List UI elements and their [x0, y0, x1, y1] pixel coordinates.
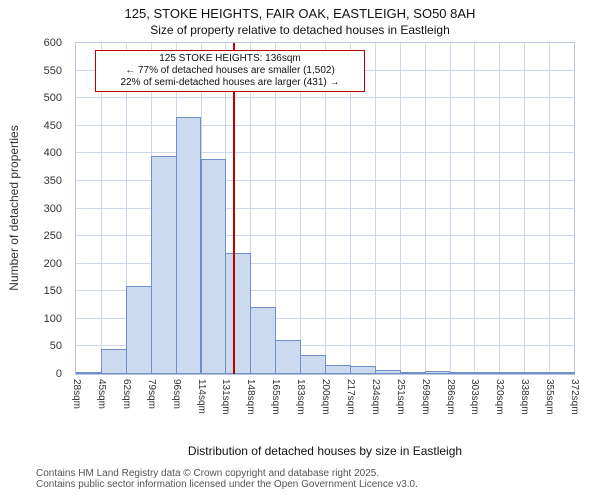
gridline-vertical — [349, 43, 351, 374]
y-tick-label: 450 — [43, 119, 62, 132]
histogram-bar — [200, 158, 227, 374]
histogram-bar — [499, 372, 526, 374]
gridline-vertical — [250, 43, 252, 374]
histogram-bar — [100, 349, 127, 374]
histogram-bar — [399, 371, 426, 374]
histogram-bar — [549, 372, 575, 374]
chart-subtitle: Size of property relative to detached ho… — [150, 23, 450, 37]
gridline-vertical — [399, 43, 401, 374]
gridline-vertical — [424, 43, 426, 374]
y-tick-label: 550 — [43, 64, 62, 77]
gridline-vertical — [325, 43, 326, 374]
y-tick-label: 600 — [43, 37, 62, 49]
gridline-vertical — [300, 43, 302, 374]
y-tick-label: 350 — [43, 174, 62, 187]
y-tick-label: 100 — [43, 312, 62, 325]
x-axis-ticks: 28sqm 45sqm 62sqm 79sqm 96sqm 114sqm 131sqm 148… — [71, 379, 580, 415]
histogram-bar — [250, 306, 277, 374]
footer-line1: Contains HM Land Registry data © Crown c… — [36, 468, 380, 479]
annotation-smaller-text: ← 77% of detached houses are smaller (1,… — [125, 65, 335, 76]
histogram-bar — [325, 365, 351, 374]
y-tick-label: 0 — [55, 368, 62, 380]
histogram-bar — [374, 370, 401, 374]
marker-line — [232, 43, 235, 374]
y-tick-label: 50 — [49, 340, 62, 353]
y-tick-label: 200 — [43, 257, 62, 270]
gridline-vertical — [100, 43, 102, 374]
y-tick-label: 250 — [43, 230, 62, 243]
histogram-bar — [175, 117, 202, 374]
y-tick-label: 400 — [43, 147, 62, 160]
footer-line2: Contains public sector information licen… — [36, 479, 418, 490]
histogram-bar — [474, 372, 501, 374]
histogram-bar — [524, 372, 551, 374]
footer: Contains HM Land Registry data © Crown c… — [36, 468, 418, 490]
y-tick-label: 150 — [43, 285, 62, 298]
y-axis-ticks: 0 50 100 150 200 250 300 350 400 450 500 550 600 — [0, 37, 68, 380]
annotation-title: 125 STOKE HEIGHTS: 136sqm — [159, 53, 301, 64]
histogram-bar — [349, 365, 376, 374]
gridline-vertical — [125, 43, 127, 374]
histogram-bar — [76, 372, 102, 374]
gridline-vertical — [474, 43, 476, 374]
histogram-bar — [449, 372, 476, 374]
y-tick-label: 500 — [43, 92, 62, 105]
plot-area: 125 STOKE HEIGHTS: 136sqm ← 77% of detac… — [75, 42, 575, 375]
x-axis-label: Distribution of detached houses by size … — [187, 444, 463, 458]
histogram-bar — [150, 156, 177, 374]
histogram-bar — [125, 285, 152, 374]
y-tick-label: 300 — [43, 202, 62, 215]
gridline-vertical — [449, 43, 451, 374]
annotation-box: 125 STOKE HEIGHTS: 136sqm ← 77% of detac… — [95, 50, 365, 92]
histogram-bar — [424, 370, 451, 374]
gridline-vertical — [499, 43, 501, 374]
histogram-bar — [275, 339, 302, 374]
gridline-vertical — [374, 43, 376, 374]
gridline-vertical — [275, 43, 277, 374]
gridline-vertical — [549, 43, 551, 374]
gridline-vertical — [524, 43, 526, 374]
annotation-larger-text: 22% of semi-detached houses are larger (… — [120, 77, 340, 88]
histogram-bar — [225, 252, 252, 374]
histogram-bar — [300, 354, 326, 374]
chart-title: 125, STOKE HEIGHTS, FAIR OAK, EASTLEIGH,… — [124, 6, 476, 21]
